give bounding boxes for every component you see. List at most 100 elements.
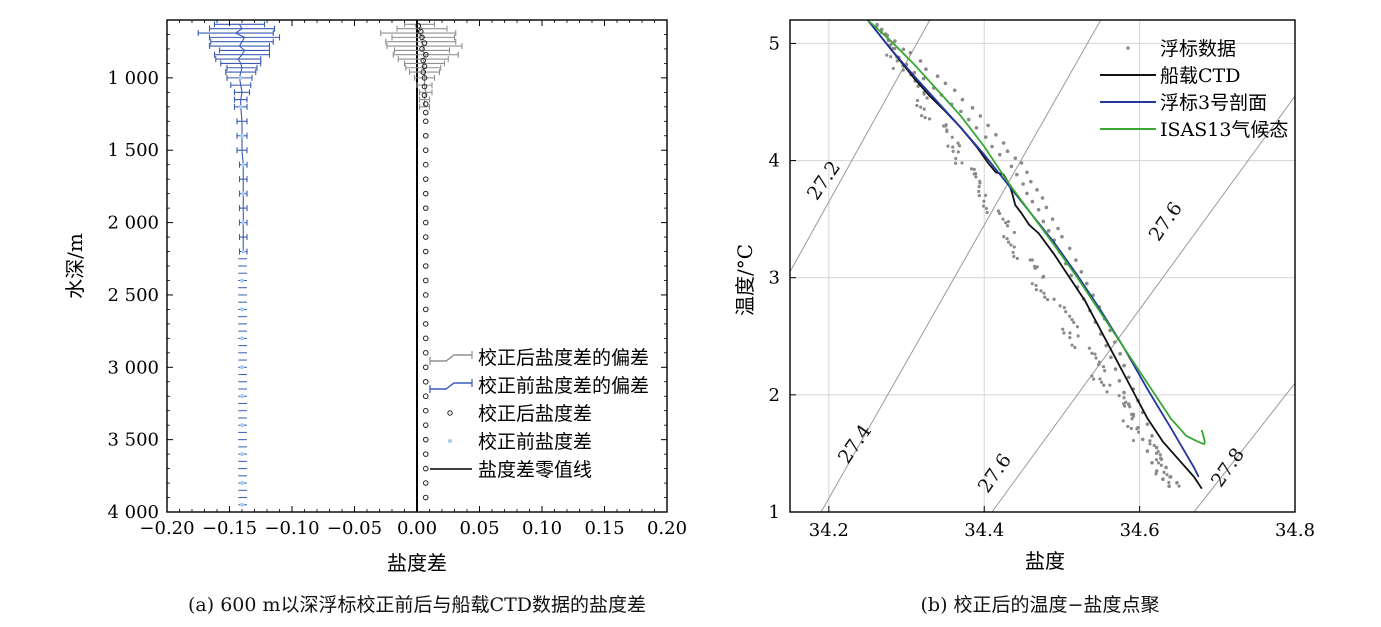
after-point xyxy=(419,46,425,52)
float-data-point xyxy=(1097,360,1101,364)
float-data-point xyxy=(1165,473,1169,477)
float-data-point xyxy=(1084,281,1089,286)
after-point xyxy=(422,436,429,443)
isopycnal-label: 27.8 xyxy=(1207,444,1249,491)
float-data-point xyxy=(1129,426,1133,431)
float-data-point xyxy=(1062,331,1066,335)
y-tick-label: 1 000 xyxy=(107,68,159,89)
float-data-point xyxy=(1126,375,1131,380)
float-data-point xyxy=(950,135,954,139)
float-data-point xyxy=(1097,362,1101,367)
float-data-point xyxy=(1108,383,1112,387)
float-data-point xyxy=(1131,438,1136,443)
legend-label: 浮标3号剖面 xyxy=(1160,92,1267,114)
float-data-point xyxy=(1126,402,1131,407)
float-data-point xyxy=(1087,346,1091,350)
float-data-point xyxy=(1076,334,1080,338)
after-point xyxy=(421,75,428,81)
y-axis-label: 水深/m xyxy=(63,233,87,299)
legend-label: 校正后盐度差的偏差 xyxy=(478,347,649,369)
float-data-point xyxy=(1150,461,1154,465)
float-data-point xyxy=(1167,484,1171,489)
float-data-point xyxy=(1004,221,1008,225)
float-data-point xyxy=(1161,477,1165,482)
float-data-point xyxy=(943,81,948,86)
isopycnal-label: 27.6 xyxy=(974,450,1016,497)
float-data-point xyxy=(1154,472,1158,476)
float-data-point xyxy=(1092,377,1096,381)
legend-label: 浮标数据 xyxy=(1160,38,1236,60)
isopycnal-label: 27.4 xyxy=(834,420,876,467)
after-point xyxy=(422,101,429,107)
float-data-point xyxy=(1154,458,1159,462)
float-data-point xyxy=(889,55,893,59)
float-data-point xyxy=(1154,469,1159,473)
float-data-point xyxy=(1011,250,1015,255)
float-data-point xyxy=(1068,314,1072,318)
before-point xyxy=(240,365,244,370)
after-point xyxy=(422,161,429,168)
float-data-point xyxy=(1079,270,1084,274)
float-data-point xyxy=(977,194,981,198)
after-point xyxy=(421,83,428,90)
float-data-point xyxy=(957,144,962,148)
float-data-point xyxy=(1045,297,1050,302)
float-data-point xyxy=(1064,310,1068,314)
plot-frame xyxy=(789,19,1296,513)
after-point xyxy=(422,451,429,457)
float-data-point xyxy=(908,51,913,55)
after-point xyxy=(419,34,425,41)
float-data-point xyxy=(1015,172,1019,177)
float-data-point xyxy=(941,124,946,128)
float-data-point xyxy=(1015,256,1019,261)
float-data-point xyxy=(1154,451,1159,456)
float-data-point xyxy=(1159,456,1163,460)
x-tick-label: 0.15 xyxy=(584,518,624,539)
float-data-point xyxy=(885,53,889,57)
float-data-point xyxy=(966,117,971,122)
after-point xyxy=(422,147,429,154)
after-point xyxy=(422,350,429,356)
float-data-point xyxy=(1101,365,1106,369)
legend-swatch xyxy=(1126,46,1130,50)
x-tick-label: 34.4 xyxy=(964,520,1004,541)
float-data-point xyxy=(1168,475,1172,479)
y-tick-label: 2 000 xyxy=(107,213,159,234)
y-tick-label: 4 000 xyxy=(107,502,159,523)
before-point xyxy=(238,75,243,80)
y-tick-label: 4 xyxy=(769,151,780,172)
panel-a-salinity-difference: −0.20 −0.15 −0.10 −0.05 0.00 0.05 0.10 0.15 0.20… xyxy=(63,19,687,575)
float-data-point xyxy=(901,47,906,52)
float-data-point xyxy=(1069,273,1074,278)
after-point xyxy=(421,40,428,46)
float-data-point xyxy=(1109,355,1113,360)
after-point xyxy=(422,176,429,182)
before-point xyxy=(240,423,244,428)
float-data-point xyxy=(1052,297,1056,301)
float-data-point xyxy=(998,211,1002,216)
after-point xyxy=(422,248,429,255)
float-data-point xyxy=(922,107,926,111)
float-data-point xyxy=(1041,275,1045,279)
float-data-point xyxy=(1148,442,1152,446)
float-data-point xyxy=(889,42,893,46)
float-data-point xyxy=(1122,363,1126,368)
y-tick-label: 2 500 xyxy=(107,285,159,306)
y-axis-label: 温度/°C xyxy=(733,244,757,316)
float-data-point xyxy=(1036,207,1041,212)
after-point xyxy=(422,219,429,226)
float-data-point xyxy=(1012,230,1016,235)
float-data-point xyxy=(978,181,982,185)
float-data-point xyxy=(1058,304,1062,308)
float-data-point xyxy=(1044,205,1049,210)
isopycnal-label: 27.6 xyxy=(1145,198,1187,245)
float-data-point xyxy=(1156,461,1161,465)
float-data-point xyxy=(1117,379,1122,383)
float-data-point xyxy=(1070,317,1074,322)
float-data-point xyxy=(1006,220,1010,224)
float-data-point xyxy=(1043,295,1047,299)
after-point xyxy=(422,51,429,58)
float-data-point xyxy=(997,152,1002,157)
caption-panel-b: (b) 校正后的温度−盐度点聚 xyxy=(920,594,1160,616)
after-point xyxy=(422,393,429,400)
